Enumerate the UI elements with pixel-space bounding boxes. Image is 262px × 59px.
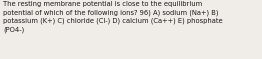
Text: The resting membrane potential is close to the equilibrium
potential of which of: The resting membrane potential is close … [3, 1, 223, 33]
